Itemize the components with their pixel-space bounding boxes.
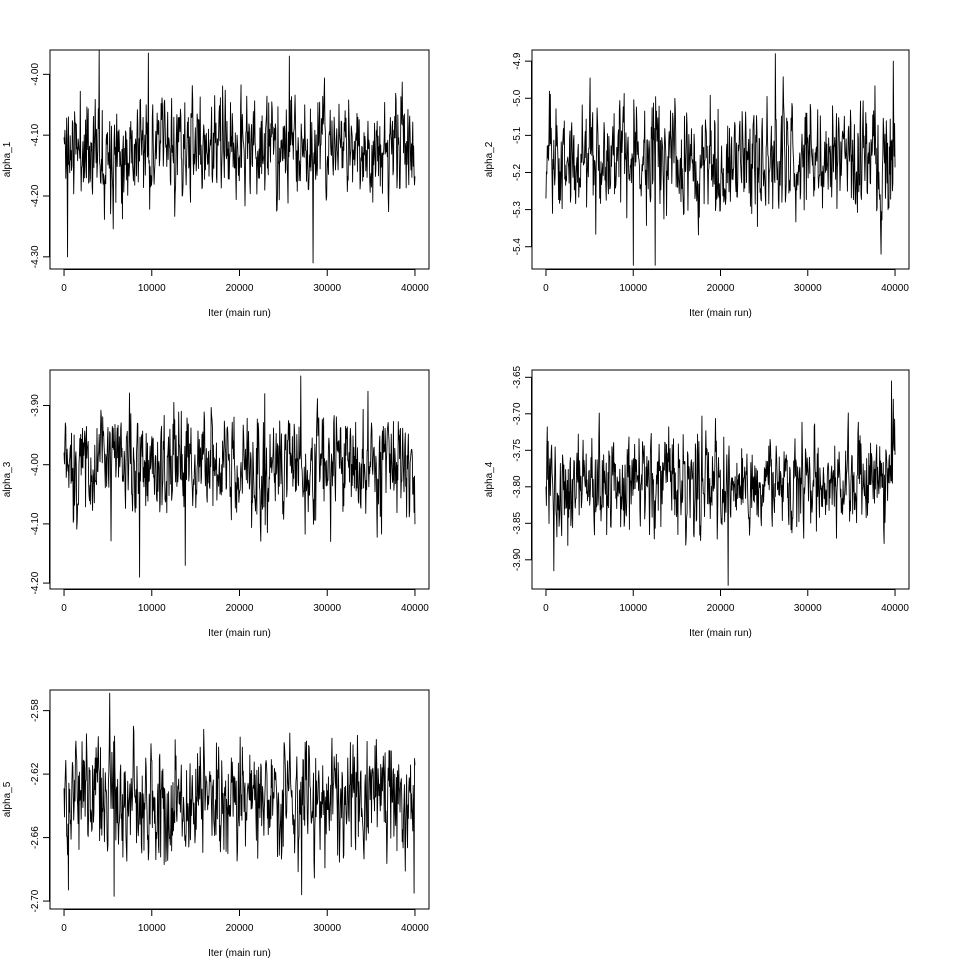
x-tick-label: 10000 xyxy=(619,603,647,614)
y-tick-label: -5.3 xyxy=(512,201,523,219)
trace-line-3 xyxy=(63,375,416,578)
y-tick-label: -5.2 xyxy=(512,163,523,181)
x-tick-label: 30000 xyxy=(313,603,341,614)
y-tick-label: -3.90 xyxy=(512,548,523,571)
trace-panel-1: 0 10000 20000 30000 40000 Iter (main run) -4.3… xyxy=(2,49,430,319)
x-tick-label: 0 xyxy=(61,923,67,934)
x-axis-label: Iter (main run) xyxy=(689,308,752,319)
y-tick-label: -3.75 xyxy=(512,438,523,461)
y-tick-label: -4.00 xyxy=(30,63,41,86)
x-tick-label: 0 xyxy=(543,603,549,614)
y-tick-label: -5.1 xyxy=(512,126,523,144)
x-axis-label: Iter (main run) xyxy=(208,628,271,639)
trace-panel-2: 0 10000 20000 30000 40000 Iter (main run) -5.4… xyxy=(484,49,910,319)
x-tick-label: 0 xyxy=(543,283,549,294)
x-tick-label: 20000 xyxy=(226,283,254,294)
trace-line-4 xyxy=(545,380,896,586)
x-tick-label: 10000 xyxy=(619,283,647,294)
y-tick-label: -4.00 xyxy=(30,453,41,476)
x-tick-label: 40000 xyxy=(881,283,909,294)
y-axis-label: alpha_2 xyxy=(484,141,495,177)
y-tick-label: -2.70 xyxy=(30,889,41,912)
y-tick-label: -3.85 xyxy=(512,511,523,534)
y-tick-label: -3.70 xyxy=(512,402,523,425)
x-tick-label: 20000 xyxy=(226,923,254,934)
y-tick-label: -4.20 xyxy=(30,571,41,594)
y-axis: -5.4 -5.3 -5.2 -5.1 -5.0 -4.9 xyxy=(512,52,532,255)
trace-panel-3: 0 10000 20000 30000 40000 Iter (main run) -4.2… xyxy=(2,369,430,639)
y-tick-label: -5.0 xyxy=(512,89,523,107)
x-tick-label: 40000 xyxy=(881,603,909,614)
x-tick-label: 30000 xyxy=(794,283,822,294)
x-axis: 0 10000 20000 30000 40000 xyxy=(61,909,429,934)
x-axis-label: Iter (main run) xyxy=(208,308,271,319)
x-tick-label: 0 xyxy=(61,283,67,294)
x-tick-label: 10000 xyxy=(138,923,166,934)
x-tick-label: 30000 xyxy=(794,603,822,614)
y-axis-label: alpha_4 xyxy=(484,461,495,497)
y-tick-label: -4.10 xyxy=(30,123,41,146)
y-tick-label: -4.30 xyxy=(30,245,41,268)
y-axis-label: alpha_3 xyxy=(2,461,13,497)
y-axis: -4.20 -4.10 -4.00 -3.90 xyxy=(30,394,50,594)
y-tick-label: -2.66 xyxy=(30,826,41,849)
y-tick-label: -3.90 xyxy=(30,394,41,417)
x-axis: 0 10000 20000 30000 40000 xyxy=(61,589,429,614)
x-tick-label: 20000 xyxy=(707,283,735,294)
x-tick-label: 20000 xyxy=(707,603,735,614)
x-tick-label: 30000 xyxy=(313,923,341,934)
x-tick-label: 40000 xyxy=(401,603,429,614)
x-tick-label: 20000 xyxy=(226,603,254,614)
y-tick-label: -3.80 xyxy=(512,475,523,498)
y-tick-label: -4.20 xyxy=(30,184,41,207)
y-axis: -4.30 -4.20 -4.10 -4.00 xyxy=(30,63,50,268)
x-tick-label: 40000 xyxy=(401,283,429,294)
y-axis-label: alpha_5 xyxy=(2,781,13,817)
x-axis-label: Iter (main run) xyxy=(208,948,271,959)
x-tick-label: 10000 xyxy=(138,603,166,614)
y-tick-label: -3.65 xyxy=(512,365,523,388)
trace-panel-4: 0 10000 20000 30000 40000 Iter (main run) -3.9… xyxy=(484,365,910,639)
y-tick-label: -4.10 xyxy=(30,512,41,535)
x-tick-label: 0 xyxy=(61,603,67,614)
y-tick-label: -5.4 xyxy=(512,238,523,256)
x-tick-label: 10000 xyxy=(138,283,166,294)
trace-line-5 xyxy=(63,692,416,897)
x-axis: 0 10000 20000 30000 40000 xyxy=(543,589,909,614)
x-axis: 0 10000 20000 30000 40000 xyxy=(61,269,429,294)
x-axis-label: Iter (main run) xyxy=(689,628,752,639)
x-tick-label: 30000 xyxy=(313,283,341,294)
y-tick-label: -2.58 xyxy=(30,699,41,722)
y-tick-label: -2.62 xyxy=(30,762,41,785)
y-axis: -3.90 -3.85 -3.80 -3.75 -3.70 -3.65 xyxy=(512,365,532,571)
x-axis: 0 10000 20000 30000 40000 xyxy=(543,269,909,294)
trace-line-2 xyxy=(545,53,896,266)
x-tick-label: 40000 xyxy=(401,923,429,934)
trace-panel-5: 0 10000 20000 30000 40000 Iter (main run) -2.7… xyxy=(2,689,430,959)
y-tick-label: -4.9 xyxy=(512,52,523,70)
y-axis-label: alpha_1 xyxy=(2,141,13,177)
y-axis: -2.70 -2.66 -2.62 -2.58 xyxy=(30,699,50,912)
trace-line-1 xyxy=(63,49,416,264)
